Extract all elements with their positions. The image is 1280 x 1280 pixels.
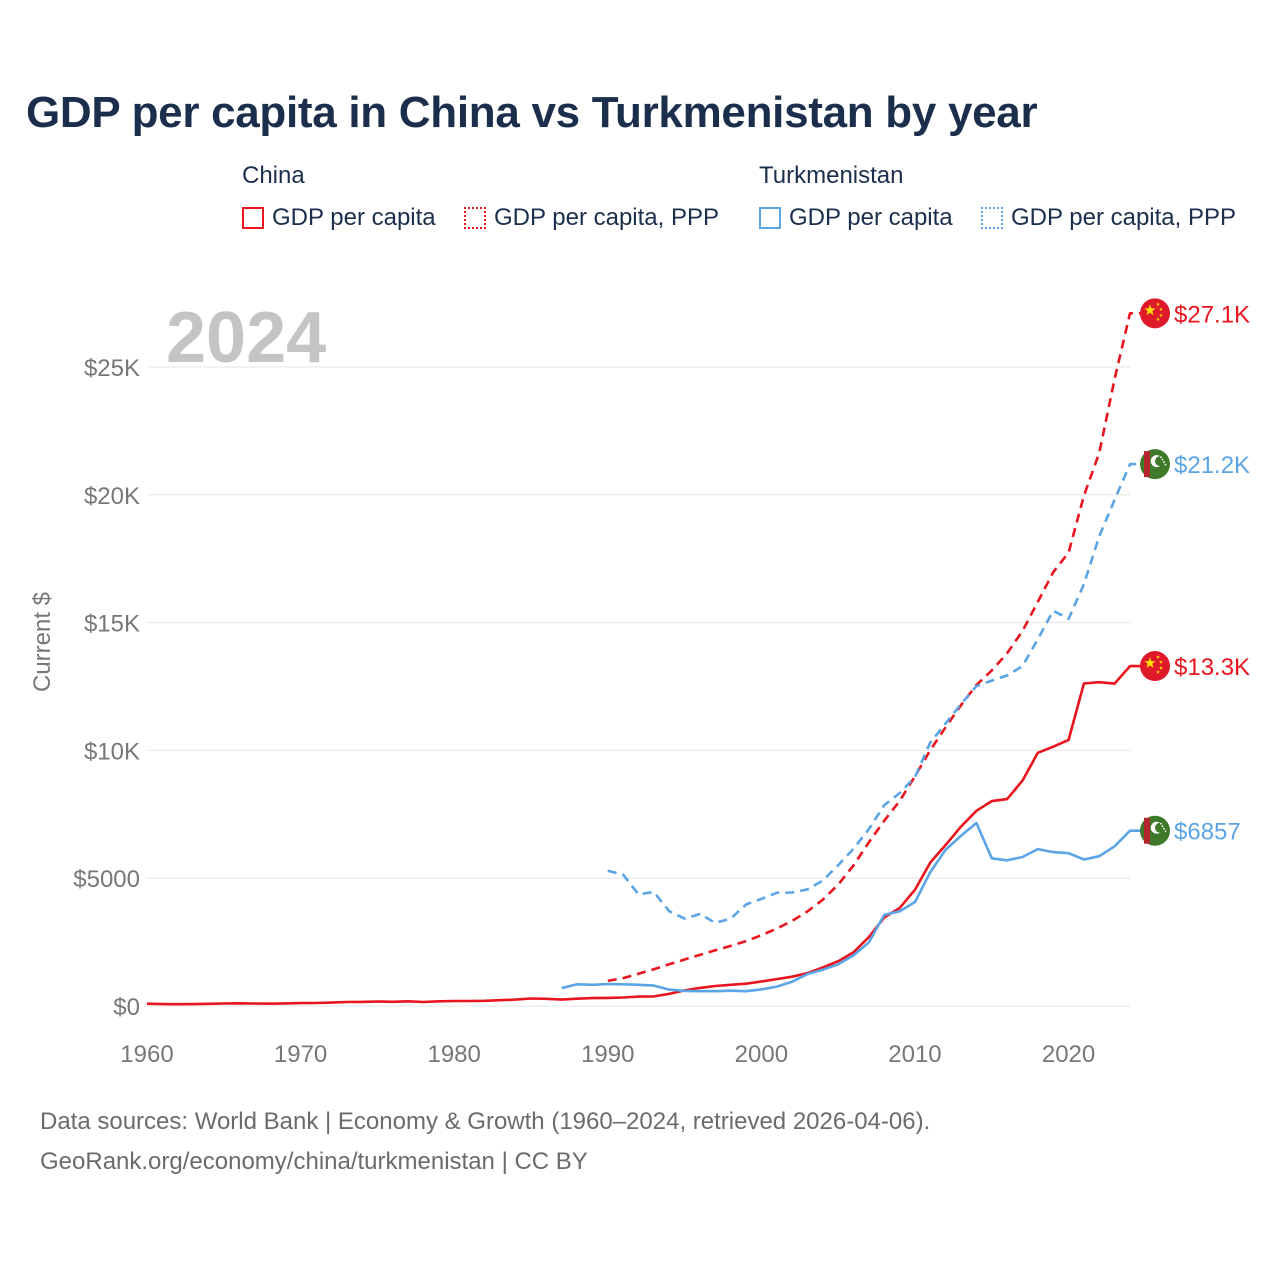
x-tick-label: 1970 bbox=[274, 1041, 327, 1068]
end-label-china-gdp: $13.3K bbox=[1174, 654, 1250, 681]
china-flag-icon bbox=[1140, 651, 1170, 682]
y-tick-label: $15K bbox=[84, 611, 140, 638]
footer-link[interactable]: GeoRank.org/economy/china/turkmenistan |… bbox=[40, 1148, 588, 1175]
legend-china-gdp-ppp[interactable]: GDP per capita, PPP bbox=[464, 204, 719, 232]
x-tick-label: 1990 bbox=[581, 1041, 634, 1068]
legend-group-china: China bbox=[242, 162, 305, 189]
end-label-tkm-gdp-ppp: $21.2K bbox=[1174, 452, 1250, 479]
x-tick-label: 1960 bbox=[120, 1041, 173, 1068]
y-tick-label: $10K bbox=[84, 738, 140, 765]
series-lines bbox=[146, 311, 1147, 1006]
x-tick-label: 1980 bbox=[427, 1041, 480, 1068]
legend-tkm-gdp-ppp-label: GDP per capita, PPP bbox=[1011, 204, 1236, 231]
turkmenistan-flag-icon bbox=[1140, 449, 1170, 480]
y-tick-label: $5000 bbox=[73, 866, 140, 893]
page-title: GDP per capita in China vs Turkmenistan … bbox=[26, 88, 1038, 137]
series-line-tkm-gdp-ppp[interactable] bbox=[607, 462, 1147, 925]
legend-group-turkmenistan: Turkmenistan bbox=[759, 162, 904, 189]
legend-tkm-gdp-ppp[interactable]: GDP per capita, PPP bbox=[981, 204, 1236, 232]
legend-china-gdp-ppp-swatch bbox=[464, 207, 486, 229]
legend-tkm-gdp-label: GDP per capita bbox=[789, 204, 953, 231]
x-tick-label: 2000 bbox=[735, 1041, 788, 1068]
legend-china-gdp[interactable]: GDP per capita bbox=[242, 204, 436, 232]
legend-china-gdp-swatch bbox=[242, 207, 264, 229]
legend-tkm-gdp-swatch bbox=[759, 207, 781, 229]
series-line-china-gdp[interactable] bbox=[146, 664, 1147, 1006]
china-flag-icon bbox=[1140, 298, 1170, 329]
y-tick-label: $0 bbox=[113, 994, 140, 1021]
y-tick-label: $20K bbox=[84, 483, 140, 510]
chart-area: 2024 Current $ $0 $5000 $10K $15K $20K $25K 1… bbox=[29, 298, 1250, 1068]
series-line-tkm-gdp[interactable] bbox=[561, 821, 1147, 993]
end-label-china-gdp-ppp: $27.1K bbox=[1174, 301, 1250, 328]
footer-sources: Data sources: World Bank | Economy & Gro… bbox=[40, 1108, 931, 1135]
turkmenistan-flag-icon bbox=[1140, 815, 1170, 846]
x-axis-ticks: 1960 1970 1980 1990 2000 2010 2020 bbox=[120, 1041, 1095, 1068]
legend-tkm-gdp[interactable]: GDP per capita bbox=[759, 204, 953, 232]
legend-china-gdp-ppp-label: GDP per capita, PPP bbox=[494, 204, 719, 231]
y-axis-ticks: $0 $5000 $10K $15K $20K $25K bbox=[73, 355, 140, 1021]
legend-tkm-gdp-ppp-swatch bbox=[981, 207, 1003, 229]
y-axis-label: Current $ bbox=[29, 592, 56, 692]
end-label-tkm-gdp: $6857 bbox=[1174, 819, 1241, 846]
legend-china-gdp-label: GDP per capita bbox=[272, 204, 436, 231]
series-end-labels: $13.3K $27.1K $6857 $21.2K bbox=[1140, 298, 1250, 846]
x-tick-label: 2010 bbox=[888, 1041, 941, 1068]
series-line-china-gdp-ppp[interactable] bbox=[607, 311, 1147, 983]
x-tick-label: 2020 bbox=[1042, 1041, 1095, 1068]
year-label: 2024 bbox=[166, 298, 326, 378]
gridlines bbox=[147, 366, 1130, 1007]
y-tick-label: $25K bbox=[84, 355, 140, 382]
